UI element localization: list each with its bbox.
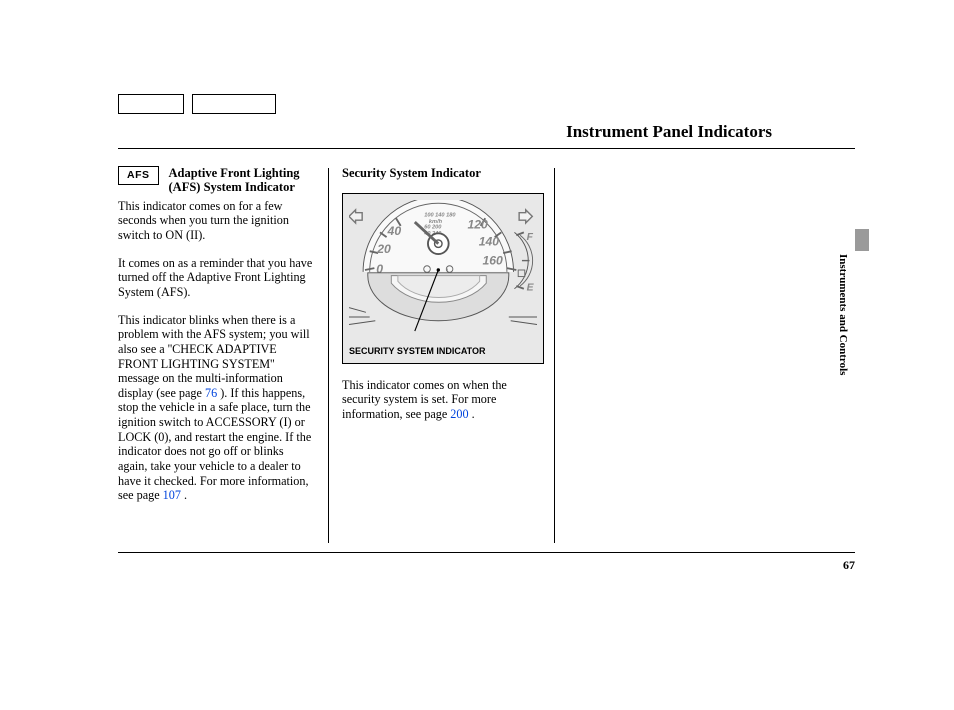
page-title: Instrument Panel Indicators bbox=[566, 122, 772, 142]
afs-heading-row: AFS Adaptive Front Lighting (AFS) System… bbox=[118, 166, 316, 195]
svg-text:160: 160 bbox=[482, 253, 503, 267]
svg-text:120: 120 bbox=[467, 218, 488, 232]
svg-text:100 140 180: 100 140 180 bbox=[424, 212, 456, 218]
svg-text:F: F bbox=[527, 232, 534, 243]
afs-heading: Adaptive Front Lighting (AFS) System Ind… bbox=[169, 166, 317, 195]
column-divider-2 bbox=[554, 168, 555, 543]
security-heading: Security System Indicator bbox=[342, 166, 538, 181]
header-box-2 bbox=[192, 94, 276, 114]
page-link-200[interactable]: 200 bbox=[450, 407, 468, 421]
afs-para-3c: . bbox=[181, 488, 187, 502]
header-box-1 bbox=[118, 94, 184, 114]
security-para-1b: . bbox=[469, 407, 475, 421]
afs-para-3b: ). If this happens, stop the vehicle in … bbox=[118, 386, 311, 502]
afs-para-2: It comes on as a reminder that you have … bbox=[118, 256, 316, 300]
afs-para-1: This indicator comes on for a few second… bbox=[118, 199, 316, 243]
page-link-76[interactable]: 76 bbox=[205, 386, 217, 400]
rule-bottom bbox=[118, 552, 855, 553]
svg-text:60 200: 60 200 bbox=[424, 225, 442, 231]
afs-indicator-box: AFS bbox=[118, 166, 159, 185]
column-2: Security System Indicator bbox=[328, 166, 548, 516]
figure-caption: SECURITY SYSTEM INDICATOR bbox=[342, 342, 544, 364]
section-tab bbox=[855, 229, 869, 251]
section-label: Instruments and Controls bbox=[837, 254, 849, 375]
rule-top bbox=[118, 148, 855, 149]
svg-text:20: 20 bbox=[376, 242, 391, 256]
content-columns: AFS Adaptive Front Lighting (AFS) System… bbox=[118, 166, 768, 516]
svg-text:i: i bbox=[447, 268, 448, 274]
svg-text:140: 140 bbox=[479, 235, 500, 249]
gauge-svg: 0 20 40 120 140 160 100 140 180 km/h 60 … bbox=[349, 200, 537, 340]
security-para-1: This indicator comes on when the securit… bbox=[342, 378, 538, 422]
svg-text:40: 40 bbox=[387, 224, 402, 238]
afs-para-3: This indicator blinks when there is a pr… bbox=[118, 313, 316, 503]
svg-text:E: E bbox=[527, 283, 535, 294]
page-link-107[interactable]: 107 bbox=[163, 488, 181, 502]
security-para-1a: This indicator comes on when the securit… bbox=[342, 378, 507, 421]
column-1: AFS Adaptive Front Lighting (AFS) System… bbox=[118, 166, 328, 516]
column-divider-1 bbox=[328, 168, 329, 543]
security-indicator-figure: 0 20 40 120 140 160 100 140 180 km/h 60 … bbox=[342, 193, 544, 342]
header-nav-boxes bbox=[118, 94, 276, 114]
page-number: 67 bbox=[843, 558, 855, 573]
